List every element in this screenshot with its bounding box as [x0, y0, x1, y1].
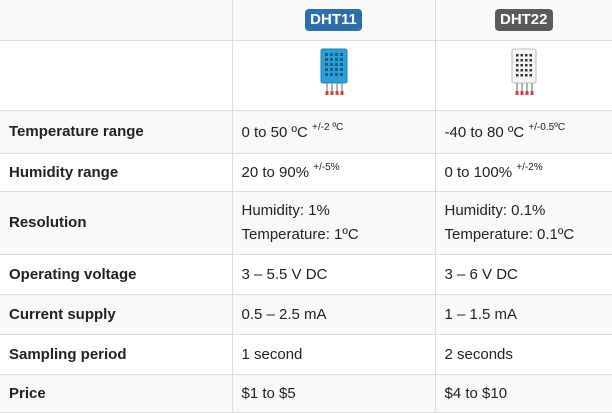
empty-image-cell [0, 40, 232, 110]
dht11-value: 1 second [232, 334, 435, 374]
row-label: Resolution [0, 191, 232, 254]
dht11-value: $1 to $5 [232, 374, 435, 412]
value-text: Humidity: 1% [242, 199, 435, 223]
dht22-image-cell [435, 40, 612, 110]
value-text: 20 to 90% [242, 164, 310, 181]
dht11-value: 20 to 90% +/-5% [232, 153, 435, 191]
value-text: 0 to 50 ºC [242, 124, 308, 141]
dht22-value: -40 to 80 ºC +/-0.5ºC [435, 110, 612, 153]
dht22-value: 1 – 1.5 mA [435, 294, 612, 334]
tolerance-text: +/-2 ºC [312, 122, 343, 133]
row-label: Temperature range [0, 110, 232, 153]
tolerance-text: +/-2% [516, 162, 542, 173]
row-label: Sampling period [0, 334, 232, 374]
row-label: Current supply [0, 294, 232, 334]
table-row: Price $1 to $5 $4 to $10 [0, 374, 612, 412]
empty-header-cell [0, 0, 232, 40]
badge-row: DHT11 DHT22 [0, 0, 612, 40]
dht11-sensor-icon [314, 47, 354, 99]
value-text: 0 to 100% [445, 164, 513, 181]
value-text: Temperature: 1ºC [242, 223, 435, 247]
row-label: Operating voltage [0, 254, 232, 294]
row-label: Price [0, 374, 232, 412]
dht11-value: Humidity: 1% Temperature: 1ºC [232, 191, 435, 254]
table-row: Sampling period 1 second 2 seconds [0, 334, 612, 374]
dht22-value: 0 to 100% +/-2% [435, 153, 612, 191]
dht11-value: 0.5 – 2.5 mA [232, 294, 435, 334]
value-text: Temperature: 0.1ºC [445, 223, 612, 247]
dht11-value: 3 – 5.5 V DC [232, 254, 435, 294]
value-text: -40 to 80 ºC [445, 124, 525, 141]
tolerance-text: +/-5% [313, 162, 339, 173]
dht22-header-cell: DHT22 [435, 0, 612, 40]
row-label: Humidity range [0, 153, 232, 191]
table-row: Humidity range 20 to 90% +/-5% 0 to 100%… [0, 153, 612, 191]
dht22-value: 2 seconds [435, 334, 612, 374]
tolerance-text: +/-0.5ºC [528, 122, 565, 133]
dht22-sensor-icon [504, 47, 544, 99]
dht11-badge: DHT11 [305, 9, 362, 31]
value-text: Humidity: 0.1% [445, 199, 612, 223]
table-row: Resolution Humidity: 1% Temperature: 1ºC… [0, 191, 612, 254]
dht22-value: $4 to $10 [435, 374, 612, 412]
table-row: Operating voltage 3 – 5.5 V DC 3 – 6 V D… [0, 254, 612, 294]
dht11-header-cell: DHT11 [232, 0, 435, 40]
image-row [0, 40, 612, 110]
dht22-badge: DHT22 [495, 9, 553, 31]
dht11-value: 0 to 50 ºC +/-2 ºC [232, 110, 435, 153]
dht11-image-cell [232, 40, 435, 110]
table-row: Temperature range 0 to 50 ºC +/-2 ºC -40… [0, 110, 612, 153]
table-row: Current supply 0.5 – 2.5 mA 1 – 1.5 mA [0, 294, 612, 334]
dht22-value: 3 – 6 V DC [435, 254, 612, 294]
dht22-value: Humidity: 0.1% Temperature: 0.1ºC [435, 191, 612, 254]
